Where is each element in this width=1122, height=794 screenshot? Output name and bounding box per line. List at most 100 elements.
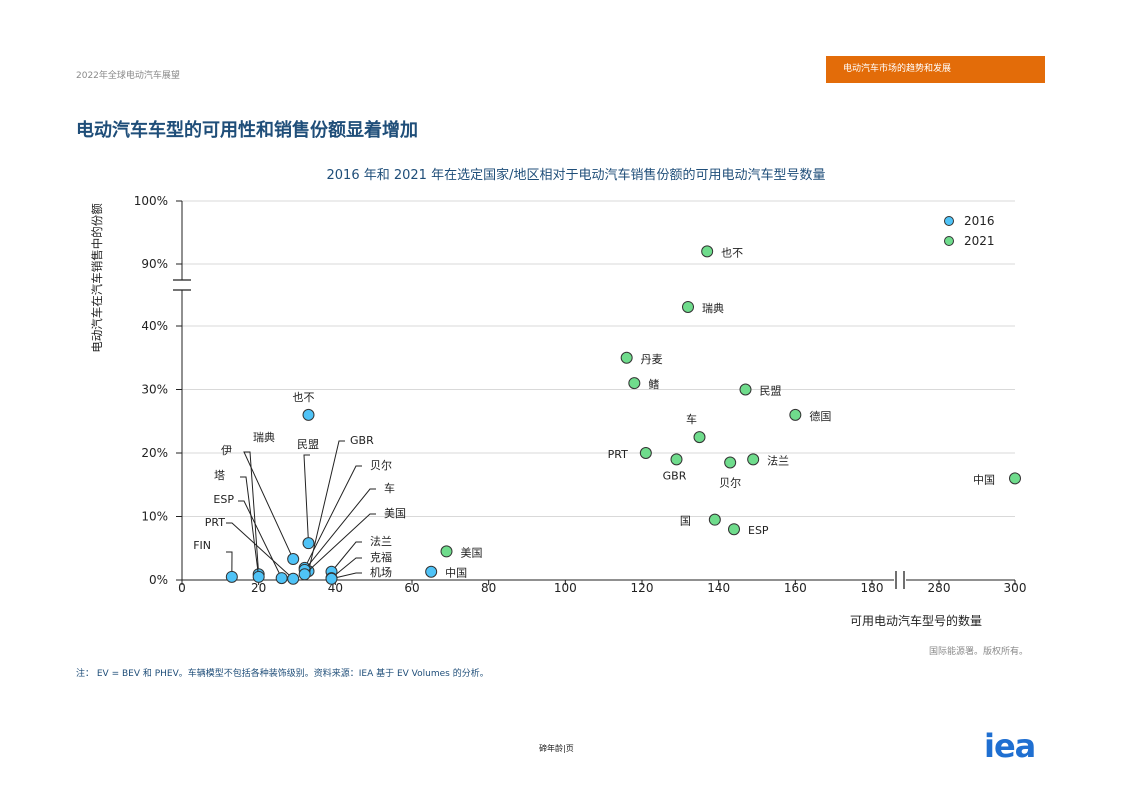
legend-marker-2016 [944,216,954,226]
label-leader-line [226,551,233,577]
data-point-label: 德国 [809,409,831,423]
data-point-2021 [440,545,453,558]
data-point-label: 民盟 [297,438,319,451]
x-break-gap [894,571,906,589]
y-tick-label: 30% [141,383,168,397]
label-leader-line [304,488,376,571]
x-tick-label: 100 [554,581,577,595]
data-point-label: 法兰 [370,534,392,548]
data-point-2021 [639,447,652,459]
x-tick-label: 80 [481,581,496,595]
section-tag: 电动汽车市场的趋势和发展 [826,56,1045,83]
data-point-label: 车 [384,481,395,495]
label-leader-line [238,500,283,579]
data-point-label: 丹麦 [641,353,663,366]
data-point-label: 国 [680,515,691,528]
data-point-label: 车 [686,412,697,426]
data-point-2021 [789,408,802,421]
chart-title: 2016 年和 2021 年在选定国家/地区相对于电动汽车销售份额的可用电动汽车… [326,168,826,183]
x-tick-label: 160 [784,581,807,595]
x-tick-label: 120 [631,581,654,595]
footnote: 注： EV = BEV 和 PHEV。车辆模型不包括各种装饰级别。资料来源：IE… [76,669,489,679]
label-leader-line [303,454,310,544]
label-leader-line [226,522,294,580]
y-tick-label: 40% [141,319,168,333]
legend-label: 2016 [964,214,995,228]
data-point-label: 机场 [370,565,392,579]
data-point-label: GBR [350,434,374,447]
y-tick-label: 90% [141,257,168,271]
data-point-2021 [628,377,641,390]
data-point-2016 [325,572,338,585]
data-point-2021 [728,523,740,536]
data-point-label: 克福 [370,550,392,564]
y-tick-label: 0% [149,573,168,587]
x-tick-label: 300 [1004,581,1027,595]
data-point-label: GBR [663,469,687,482]
label-leader-line [331,557,362,579]
data-point-2016 [287,572,300,585]
data-point-2021 [693,431,706,444]
data-point-2021 [724,456,737,469]
data-point-label: 伊 [221,444,232,457]
label-leader-line [308,440,345,572]
legend-label: 2021 [964,234,995,248]
data-point-label: 美国 [461,546,483,559]
svg-text:iea: iea [984,731,1035,761]
data-point-label: 鳍 [648,377,659,391]
x-tick-label: 20 [251,581,266,595]
page-number: 碲年龄|页 [539,744,574,753]
y-break-gap [173,280,191,290]
rights-notice: 国际能源署。版权所有。 [928,647,1028,657]
x-tick-label: 140 [707,581,730,595]
data-point-label: ESP [213,493,234,506]
data-point-2021 [682,300,694,313]
data-point-2016 [275,572,288,585]
x-tick-label: 280 [928,581,951,595]
data-point-label: 瑞典 [253,430,275,444]
data-point-label: 也不 [293,391,315,404]
data-point-label: 民盟 [760,385,782,398]
x-tick-label: 180 [861,581,884,595]
legend-marker-2021 [944,236,954,246]
scatter-chart: 0%10%20%30%40%90%100%0 20 40 60 80 100 120 140 1… [134,194,1027,595]
data-point-2021 [747,453,760,466]
label-leader-line [331,541,362,573]
data-point-label: 瑞典 [702,301,724,315]
data-point-2016 [225,570,238,583]
iea-logo: iea [984,731,1036,761]
data-point-2021 [620,351,633,364]
data-point-2016 [298,568,311,581]
data-point-label: 塔 [214,469,225,482]
data-point-2021 [1009,472,1021,485]
x-tick-label: 0 [178,581,186,595]
label-leader-line [304,513,376,575]
data-point-2016 [287,553,300,566]
data-point-label: 也不 [721,246,743,259]
data-point-2021 [701,245,714,258]
data-point-2016 [425,565,438,578]
data-point-label: 法兰 [767,453,789,467]
data-point-label: 中国 [973,473,995,486]
page-heading: 电动汽车车型的可用性和销售份额显着增加 [76,120,418,141]
report-title: 2022年全球电动汽车展望 [76,71,180,81]
label-leader-line [331,572,362,580]
data-point-2021 [739,383,752,396]
x-axis-label: 可用电动汽车型号的数量 [850,614,983,628]
data-point-2016 [302,537,315,550]
data-point-label: 贝尔 [719,477,741,490]
data-point-label: FIN [193,539,211,552]
label-leader-line [304,465,362,569]
data-point-2016 [302,408,315,421]
data-point-2021 [670,453,683,466]
data-point-label: PRT [205,516,225,529]
data-point-label: ESP [748,524,769,537]
y-tick-label: 20% [141,446,168,460]
data-point-label: 美国 [384,507,406,520]
data-point-label: 中国 [445,567,467,580]
data-point-label: PRT [608,448,628,461]
data-point-2016 [252,570,265,583]
label-leader-line [240,476,260,577]
data-point-label: 贝尔 [370,459,392,472]
data-point-2021 [708,513,721,526]
